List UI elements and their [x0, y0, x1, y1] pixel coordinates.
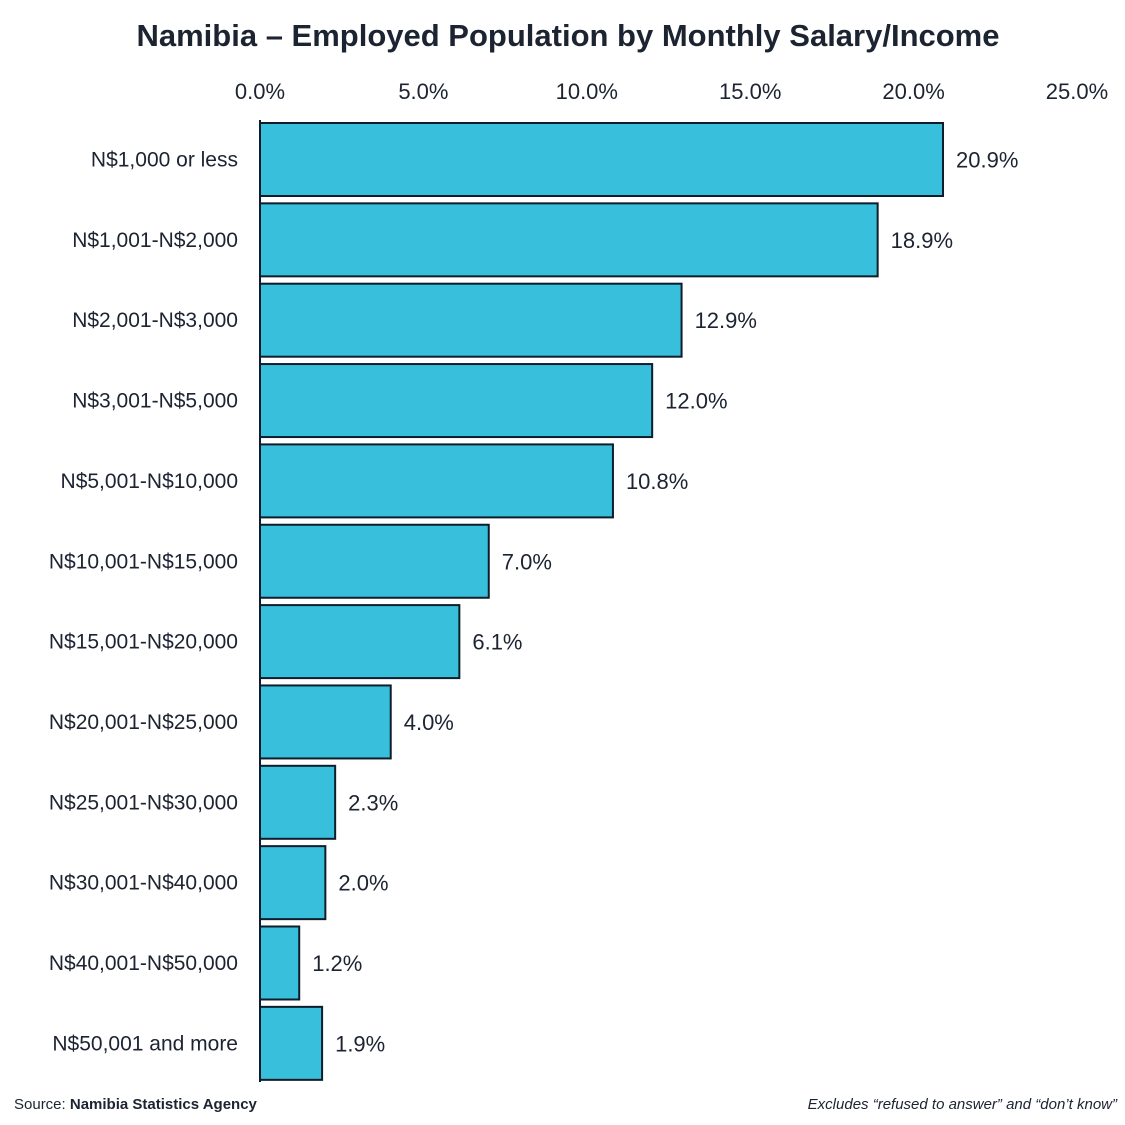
chart-title: Namibia – Employed Population by Monthly… — [136, 18, 999, 53]
category-label: N$5,001-N$10,000 — [61, 470, 238, 493]
x-tick-label: 20.0% — [882, 79, 944, 104]
category-label: N$30,001-N$40,000 — [49, 872, 238, 895]
category-label: N$2,001-N$3,000 — [72, 309, 238, 332]
category-label: N$1,000 or less — [91, 149, 238, 172]
bar — [259, 764, 337, 840]
value-label: 2.3% — [348, 790, 398, 815]
category-label: N$15,001-N$20,000 — [49, 631, 238, 654]
x-tick-label: 0.0% — [235, 79, 285, 104]
source-name: Namibia Statistics Agency — [69, 1096, 257, 1113]
category-labels: N$1,000 or less N$1,001-N$2,000 N$2,001-N$… — [49, 149, 238, 1056]
x-axis-ticks: 0.0% 5.0% 10.0% 15.0% 20.0% 25.0% — [235, 79, 1108, 104]
bars — [259, 122, 945, 1081]
value-label: 20.9% — [956, 148, 1018, 173]
bar — [259, 684, 392, 760]
value-label: 1.9% — [335, 1031, 385, 1056]
bar — [259, 363, 654, 439]
bar — [259, 122, 945, 197]
category-label: N$1,001-N$2,000 — [72, 229, 238, 252]
category-label: N$10,001-N$15,000 — [49, 550, 238, 573]
value-label: 18.9% — [891, 228, 953, 253]
bar — [259, 202, 879, 278]
source-label: Source: — [14, 1096, 66, 1113]
category-label: N$40,001-N$50,000 — [49, 952, 238, 975]
value-label: 2.0% — [338, 871, 388, 896]
x-tick-label: 10.0% — [556, 79, 618, 104]
source-note: Source: Namibia Statistics Agency — [14, 1096, 257, 1113]
value-label: 12.9% — [695, 308, 757, 333]
x-tick-label: 25.0% — [1046, 79, 1108, 104]
value-label: 12.0% — [665, 389, 727, 414]
category-label: N$20,001-N$25,000 — [49, 711, 238, 734]
bar — [259, 925, 301, 1001]
value-label: 10.8% — [626, 469, 688, 494]
bar — [259, 604, 461, 680]
category-label: N$3,001-N$5,000 — [72, 390, 238, 413]
bar — [259, 845, 327, 921]
value-label: 4.0% — [404, 710, 454, 735]
category-label: N$50,001 and more — [52, 1032, 238, 1055]
bar — [259, 1005, 324, 1081]
bar — [259, 443, 614, 519]
value-label: 7.0% — [502, 549, 552, 574]
bar — [259, 523, 490, 599]
category-label: N$25,001-N$30,000 — [49, 791, 238, 814]
exclusion-note: Excludes “refused to answer” and “don’t … — [807, 1096, 1117, 1113]
value-labels: 20.9% 18.9% 12.9% 12.0% 10.8% 7.0% 6.1% 4.0% 2.3… — [312, 148, 1018, 1057]
bar — [259, 282, 683, 358]
x-tick-label: 5.0% — [398, 79, 448, 104]
x-tick-label: 15.0% — [719, 79, 781, 104]
value-label: 1.2% — [312, 951, 362, 976]
value-label: 6.1% — [472, 630, 522, 655]
